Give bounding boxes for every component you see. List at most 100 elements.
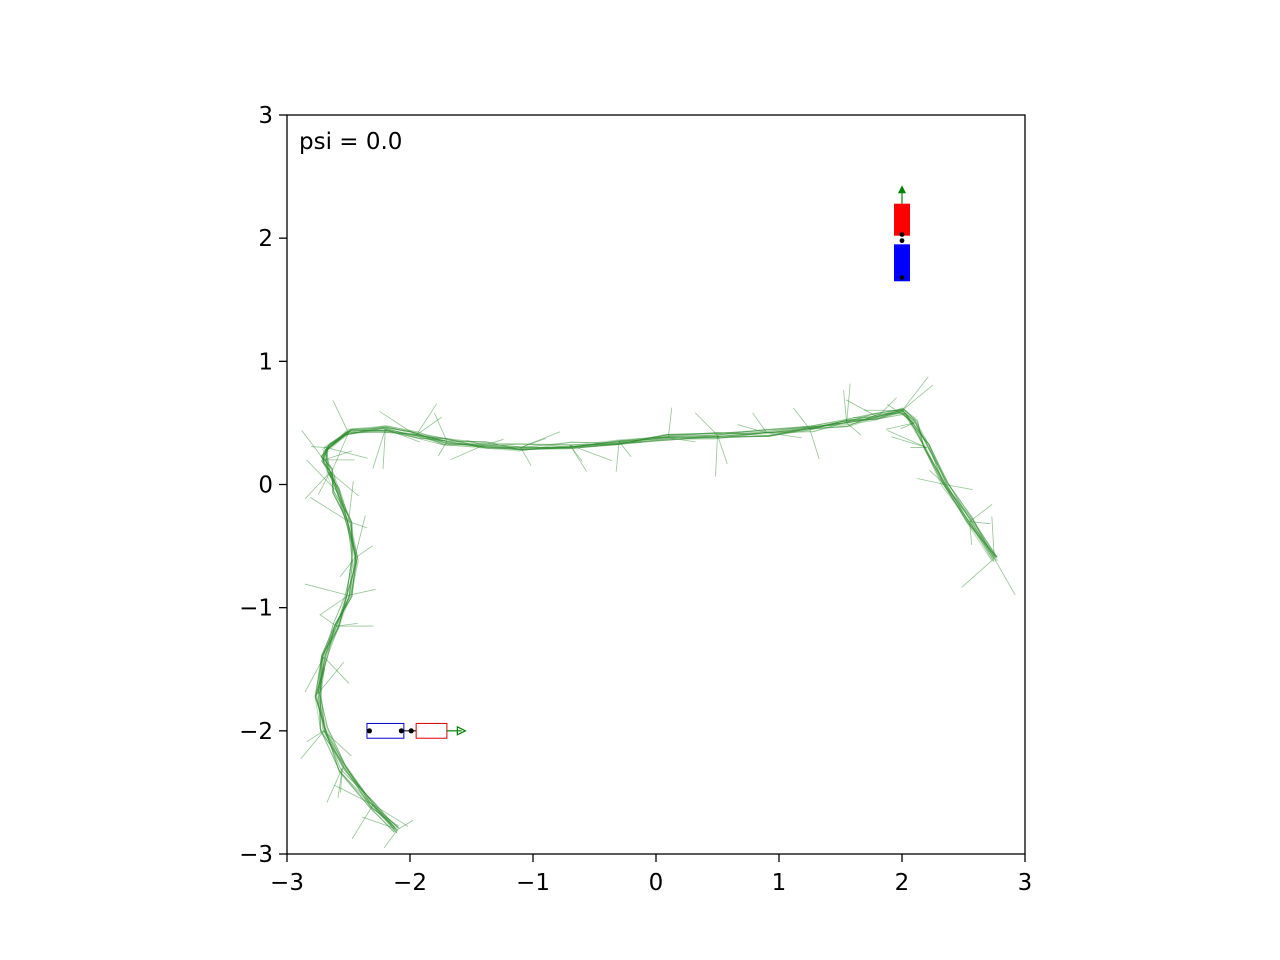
path-spur <box>928 469 946 485</box>
path-spur <box>304 656 325 693</box>
path-spur <box>961 558 995 588</box>
path-spur <box>809 422 840 430</box>
path-spur <box>332 432 349 470</box>
x-axis: −3 −2 −1 0 1 2 3 <box>270 854 1032 896</box>
start-hitch-point <box>398 728 404 734</box>
x-tick-label: 1 <box>772 870 787 896</box>
goal-hitch-point <box>899 232 905 237</box>
path-spur <box>437 441 448 457</box>
start-arrow-head <box>456 725 467 736</box>
path-spur <box>326 447 368 459</box>
path-spur <box>886 403 915 424</box>
path-spur <box>619 440 642 444</box>
vehicle-poses <box>366 185 910 739</box>
psi-annotation: psi = 0.0 <box>299 129 402 155</box>
path-spur <box>737 424 767 434</box>
path-spur <box>306 459 337 491</box>
path-spur <box>335 490 349 516</box>
path-spur <box>845 399 878 418</box>
path-spur <box>991 516 995 559</box>
y-tick-label: 1 <box>258 349 273 375</box>
path-spur <box>846 422 862 436</box>
y-tick-label: 3 <box>258 103 273 129</box>
path-spur <box>379 411 417 436</box>
x-tick-label: 3 <box>1018 870 1033 896</box>
path-spur <box>329 471 359 497</box>
sampled-path <box>319 409 995 829</box>
path-spur <box>385 428 420 443</box>
path-spur <box>382 429 386 469</box>
path-spur <box>300 730 325 760</box>
path-spur <box>348 588 376 596</box>
path-spur <box>993 558 1016 595</box>
path-spur <box>569 444 583 462</box>
path-spur <box>466 440 484 446</box>
x-tick-label: 0 <box>649 870 664 896</box>
y-axis: −3 −2 −1 0 1 2 3 <box>239 103 287 868</box>
path-spur <box>843 390 848 423</box>
y-tick-label: −2 <box>239 719 273 745</box>
path-spur <box>354 515 366 559</box>
path-spur <box>715 435 718 477</box>
path-spur <box>323 450 353 461</box>
path-spur <box>618 441 632 457</box>
path-spur <box>901 376 929 411</box>
path-spur <box>752 412 768 434</box>
path-spur <box>717 435 728 464</box>
path-spur <box>483 439 504 446</box>
path-spur <box>348 521 368 529</box>
path-spur <box>431 436 448 442</box>
path-spur <box>891 436 927 448</box>
path-spur <box>325 447 332 478</box>
x-tick-label: −3 <box>270 870 304 896</box>
path-spur <box>319 613 337 627</box>
path-spur <box>520 431 561 448</box>
sampled-path <box>316 409 999 830</box>
path-spur <box>569 444 588 472</box>
path-spur <box>969 521 991 525</box>
path-spur <box>304 471 331 500</box>
x-tick-label: −2 <box>393 870 427 896</box>
path-spur <box>332 400 349 433</box>
sampled-path <box>314 412 998 828</box>
path-spur <box>362 816 398 830</box>
sampled-path <box>314 407 992 829</box>
start-hitch-point <box>366 728 373 734</box>
path-spur <box>322 432 349 451</box>
path-spur <box>323 656 350 684</box>
path-spur <box>317 471 331 495</box>
path-spur <box>372 804 409 827</box>
path-spur <box>667 407 673 438</box>
path-spur <box>351 804 374 840</box>
path-spur <box>337 767 343 798</box>
path-spur <box>569 444 613 462</box>
x-tick-label: 2 <box>895 870 910 896</box>
path-spur <box>852 416 878 418</box>
x-tick-label: −1 <box>516 870 550 896</box>
y-tick-label: 0 <box>258 473 273 499</box>
path-spur <box>323 730 352 757</box>
path-spur <box>317 668 324 694</box>
path-spur <box>311 446 327 448</box>
y-tick-label: −1 <box>239 596 273 622</box>
path-spur <box>322 656 325 675</box>
path-spur <box>694 412 718 436</box>
path-spur <box>336 622 358 627</box>
path-spur <box>304 583 349 596</box>
path-spur <box>615 441 620 472</box>
path-spur <box>969 504 993 522</box>
goal-arrow-head <box>898 185 906 194</box>
goal-hitch-point <box>899 238 905 244</box>
goal-tractor <box>894 203 910 236</box>
path-spur <box>372 428 386 469</box>
path-spur <box>520 447 532 467</box>
sampled-path <box>317 408 997 834</box>
path-spur <box>885 422 915 430</box>
path-spur <box>320 595 349 616</box>
path-spur <box>339 558 355 577</box>
path-spur <box>354 545 373 559</box>
path-spur <box>348 481 354 522</box>
path-spur <box>668 437 696 443</box>
path-spur <box>434 412 448 442</box>
